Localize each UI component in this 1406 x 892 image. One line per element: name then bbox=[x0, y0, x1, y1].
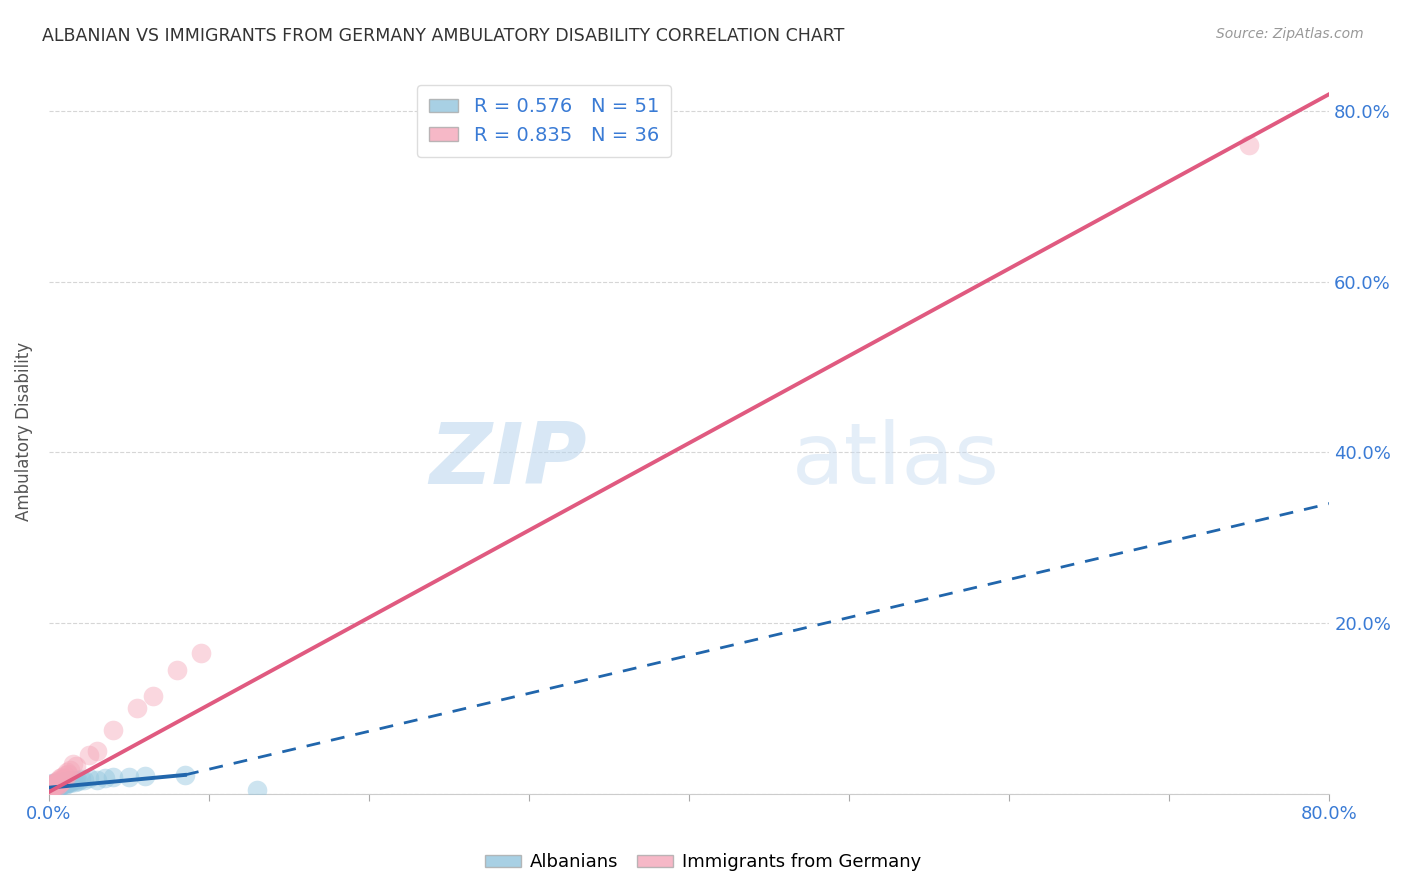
Point bbox=[41, 781, 63, 796]
Point bbox=[46, 777, 69, 791]
Point bbox=[44, 775, 66, 789]
Point bbox=[101, 723, 124, 737]
Point bbox=[51, 770, 73, 784]
Point bbox=[51, 774, 73, 789]
Point bbox=[142, 689, 165, 703]
Point bbox=[42, 780, 65, 794]
Point bbox=[53, 772, 76, 786]
Point bbox=[51, 778, 73, 792]
Point bbox=[44, 776, 66, 790]
Text: ALBANIAN VS IMMIGRANTS FROM GERMANY AMBULATORY DISABILITY CORRELATION CHART: ALBANIAN VS IMMIGRANTS FROM GERMANY AMBU… bbox=[42, 27, 845, 45]
Point bbox=[56, 767, 79, 781]
Y-axis label: Ambulatory Disability: Ambulatory Disability bbox=[15, 342, 32, 521]
Point bbox=[77, 772, 100, 786]
Point bbox=[118, 770, 141, 784]
Point bbox=[39, 780, 62, 794]
Point bbox=[46, 780, 69, 795]
Point bbox=[246, 783, 269, 797]
Point bbox=[44, 778, 66, 792]
Point bbox=[46, 779, 69, 793]
Point bbox=[59, 763, 82, 777]
Text: atlas: atlas bbox=[792, 418, 1000, 501]
Point bbox=[134, 769, 156, 783]
Point bbox=[41, 778, 63, 792]
Point bbox=[53, 778, 76, 792]
Point bbox=[73, 772, 96, 787]
Point bbox=[52, 777, 75, 791]
Point bbox=[39, 779, 62, 793]
Point bbox=[44, 780, 66, 794]
Point bbox=[48, 776, 70, 790]
Point bbox=[60, 773, 83, 788]
Point bbox=[41, 780, 63, 795]
Point bbox=[46, 776, 69, 790]
Point bbox=[41, 776, 63, 790]
Point bbox=[56, 776, 79, 790]
Point bbox=[49, 775, 72, 789]
Point bbox=[49, 772, 72, 786]
Point bbox=[55, 773, 77, 788]
Point bbox=[39, 780, 62, 794]
Point bbox=[62, 756, 84, 771]
Point bbox=[44, 778, 66, 792]
Point bbox=[63, 774, 86, 789]
Point bbox=[39, 781, 62, 796]
Point bbox=[62, 772, 84, 787]
Point bbox=[46, 775, 69, 789]
Point bbox=[66, 773, 89, 788]
Point bbox=[190, 646, 212, 660]
Point bbox=[53, 768, 76, 782]
Point bbox=[94, 772, 117, 786]
Text: Source: ZipAtlas.com: Source: ZipAtlas.com bbox=[1216, 27, 1364, 41]
Point bbox=[42, 777, 65, 791]
Point bbox=[48, 777, 70, 791]
Point bbox=[1239, 138, 1261, 153]
Point bbox=[42, 776, 65, 790]
Point bbox=[48, 780, 70, 794]
Point bbox=[39, 778, 62, 792]
Point bbox=[46, 773, 69, 788]
Point bbox=[125, 701, 148, 715]
Point bbox=[48, 772, 70, 787]
Point bbox=[41, 780, 63, 794]
Point bbox=[70, 772, 93, 787]
Point bbox=[41, 777, 63, 791]
Point bbox=[65, 772, 87, 787]
Point bbox=[59, 775, 82, 789]
Point bbox=[77, 748, 100, 763]
Text: ZIP: ZIP bbox=[429, 418, 586, 501]
Legend: R = 0.576   N = 51, R = 0.835   N = 36: R = 0.576 N = 51, R = 0.835 N = 36 bbox=[418, 86, 671, 157]
Point bbox=[51, 773, 73, 788]
Point bbox=[65, 758, 87, 772]
Point bbox=[174, 768, 197, 782]
Point bbox=[51, 776, 73, 790]
Legend: Albanians, Immigrants from Germany: Albanians, Immigrants from Germany bbox=[478, 847, 928, 879]
Point bbox=[55, 765, 77, 780]
Point bbox=[39, 780, 62, 795]
Point bbox=[41, 779, 63, 793]
Point bbox=[48, 778, 70, 792]
Point bbox=[53, 776, 76, 790]
Point bbox=[55, 775, 77, 789]
Point bbox=[39, 782, 62, 797]
Point bbox=[86, 744, 108, 758]
Point bbox=[52, 775, 75, 789]
Point bbox=[42, 780, 65, 795]
Point bbox=[42, 779, 65, 793]
Point bbox=[166, 663, 188, 677]
Point bbox=[46, 779, 69, 793]
Point bbox=[56, 774, 79, 789]
Point bbox=[49, 779, 72, 793]
Point bbox=[101, 771, 124, 785]
Point bbox=[86, 772, 108, 787]
Point bbox=[49, 775, 72, 789]
Point bbox=[52, 772, 75, 787]
Point bbox=[42, 778, 65, 792]
Point bbox=[49, 777, 72, 791]
